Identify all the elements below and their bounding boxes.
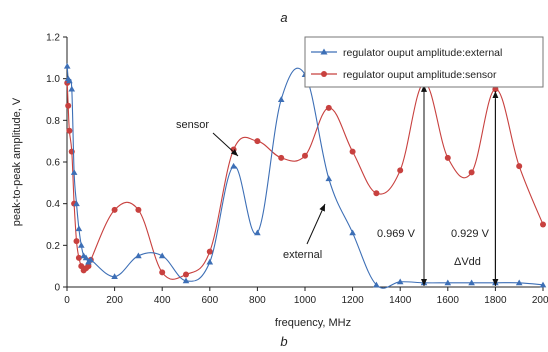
y-tick-label: 0.2 [46,241,60,252]
data-point-external [87,256,95,263]
x-tick-label: 1800 [484,295,507,306]
data-point-sensor [278,154,285,161]
data-point-sensor [85,263,92,270]
bottom-caption: b [280,334,287,349]
value-label-1800: 0.929 V [451,228,490,240]
data-point-sensor [373,190,380,197]
data-point-sensor [325,104,332,111]
data-point-external [515,279,523,286]
value-label-1500: 0.969 V [377,228,416,240]
data-point-external [373,281,380,288]
x-tick-label: 1200 [341,295,364,306]
data-point-sensor [444,154,451,161]
data-point-sensor [159,269,166,276]
data-point-external [135,252,142,259]
sensor-label: sensor [176,119,209,131]
data-point-external [68,85,76,92]
x-tick-label: 200 [106,295,123,306]
y-tick-label: 0.8 [46,116,60,127]
y-tick-label: 0 [54,283,60,294]
data-point-external [539,281,547,288]
x-tick-label: 0 [64,295,70,306]
legend-marker-triangle [320,48,328,55]
data-point-sensor [254,138,261,145]
data-point-sensor [349,148,356,155]
data-point-sensor [75,254,82,261]
series-line-sensor [66,82,544,280]
y-tick-label: 0.4 [46,199,60,210]
data-point-sensor [397,167,404,174]
delta-vdd-label: ΔVdd [454,256,481,268]
external-arrow [306,203,326,245]
data-point-external [158,252,166,259]
data-point-sensor [65,102,72,109]
data-point-sensor [66,127,73,134]
x-tick-label: 800 [249,295,266,306]
data-point-external [349,229,356,236]
data-point-sensor [111,206,118,213]
x-tick-label: 1600 [437,295,460,306]
annotations: sensor external 0.969 V 0.929 V ΔVdd [176,84,499,286]
x-tick-label: 400 [154,295,171,306]
data-point-external [111,273,118,280]
data-point-sensor [183,271,189,278]
y-axis-label: peak-to-peak amplitude, V [11,97,23,226]
y-tick-label: 1.0 [46,74,60,85]
sensor-arrow [212,132,239,157]
top-caption: a [280,10,287,25]
data-point-external [325,175,333,182]
legend: regulator ouput amplitude:external regula… [304,36,544,88]
external-label: external [283,249,322,261]
data-point-external [444,279,452,286]
data-point-external [70,169,78,175]
data-point-external [468,279,475,286]
x-tick-label: 1000 [294,295,317,306]
data-point-sensor [540,221,546,228]
x-tick-label: 1400 [389,295,412,306]
data-point-sensor [73,238,80,245]
data-point-external [230,162,237,169]
data-point-sensor [135,206,142,213]
data-point-sensor [206,248,213,255]
data-point-external [254,229,261,236]
y-tick-label: 1.2 [46,33,60,44]
data-point-external [73,200,80,207]
x-axis-label: frequency, MHz [275,317,351,329]
legend-label: regulator ouput amplitude:sensor [343,69,497,81]
data-point-external [77,242,85,248]
data-point-external [277,96,285,102]
data-point-external [63,62,71,69]
legend-marker-circle [321,71,327,77]
data-point-external [82,254,90,261]
data-point-external [206,258,214,265]
data-point-sensor [468,169,475,176]
data-point-sensor [516,163,523,170]
legend-label: regulator ouput amplitude:external [343,47,502,59]
data-point-external [75,225,83,232]
data-point-external [396,278,404,285]
data-point-external [66,77,73,84]
legend-box [304,36,544,88]
y-tick-label: 0.6 [46,158,60,169]
data-point-sensor [492,86,499,93]
data-point-sensor [302,152,308,159]
x-tick-label: 600 [201,295,218,306]
data-point-external [182,277,190,284]
